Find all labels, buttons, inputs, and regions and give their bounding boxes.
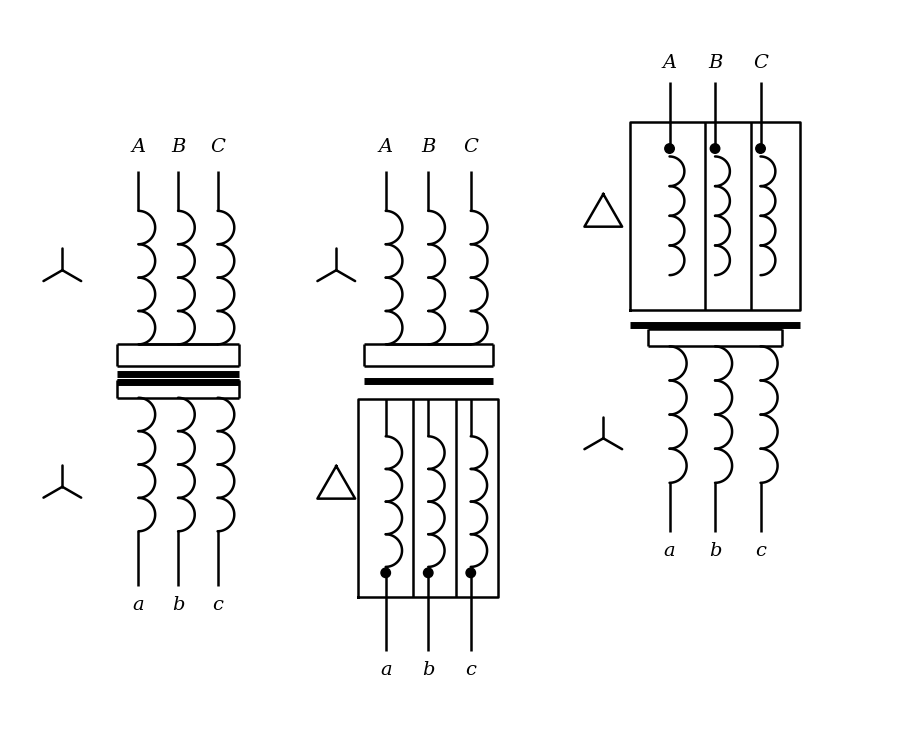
Circle shape bbox=[381, 568, 391, 578]
Text: c: c bbox=[212, 596, 223, 614]
Circle shape bbox=[466, 568, 475, 578]
Text: a: a bbox=[380, 661, 392, 679]
Text: C: C bbox=[211, 139, 225, 157]
Text: c: c bbox=[755, 542, 766, 560]
Circle shape bbox=[710, 144, 720, 153]
Text: b: b bbox=[172, 596, 184, 614]
Text: B: B bbox=[421, 139, 436, 157]
Text: C: C bbox=[753, 54, 768, 72]
Text: B: B bbox=[171, 139, 185, 157]
Text: b: b bbox=[709, 542, 721, 560]
Text: a: a bbox=[132, 596, 144, 614]
Text: A: A bbox=[379, 139, 392, 157]
Text: a: a bbox=[663, 542, 675, 560]
Text: A: A bbox=[662, 54, 677, 72]
Text: C: C bbox=[464, 139, 478, 157]
Text: b: b bbox=[422, 661, 435, 679]
Text: B: B bbox=[708, 54, 722, 72]
Text: A: A bbox=[131, 139, 146, 157]
Circle shape bbox=[424, 568, 433, 578]
Text: c: c bbox=[465, 661, 476, 679]
Circle shape bbox=[665, 144, 674, 153]
Circle shape bbox=[756, 144, 765, 153]
